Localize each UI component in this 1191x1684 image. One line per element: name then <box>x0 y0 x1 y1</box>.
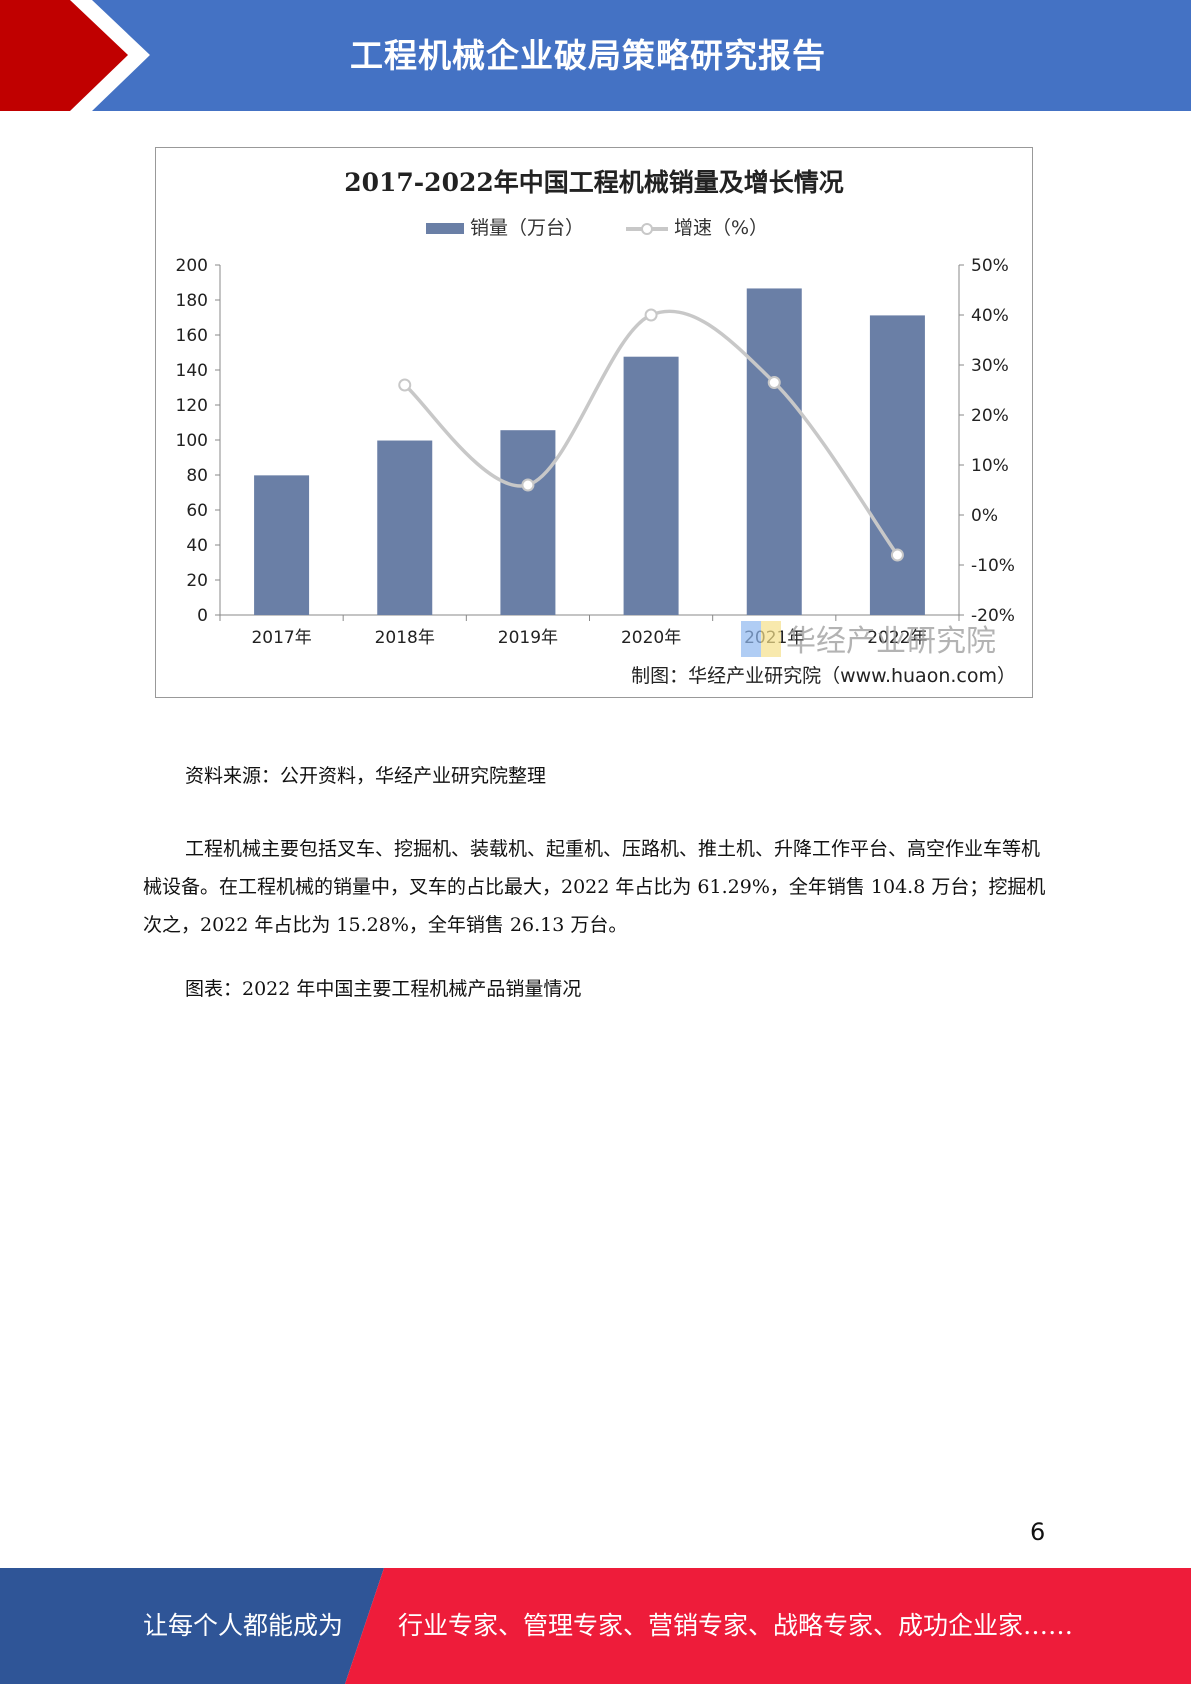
right-tick-label: 0% <box>971 506 998 526</box>
left-tick-label: 100 <box>176 431 208 451</box>
right-tick-label: 40% <box>971 306 1009 326</box>
left-tick-label: 40 <box>186 536 208 556</box>
header-chevron-graphic <box>0 0 150 111</box>
body-paragraph: 工程机械主要包括叉车、挖掘机、装载机、起重机、压路机、推土机、升降工作平台、高空… <box>143 838 1046 936</box>
left-tick-label: 180 <box>176 291 208 311</box>
sales-bar <box>377 440 433 615</box>
right-tick-label: -10% <box>971 556 1015 576</box>
sales-bar <box>869 315 925 615</box>
page-number: 6 <box>1030 1518 1046 1546</box>
right-tick-label: 30% <box>971 356 1009 376</box>
x-tick-label: 2019年 <box>498 628 558 648</box>
legend-line-label: 增速（%） <box>674 217 768 239</box>
legend-bar-swatch <box>426 223 464 234</box>
report-title: 工程机械企业破局策略研究报告 <box>350 36 826 75</box>
growth-point <box>890 548 904 562</box>
right-tick-label: -20% <box>971 606 1015 626</box>
figure-caption: 图表：2022 年中国主要工程机械产品销量情况 <box>185 978 582 1000</box>
footer-slogan-right: 行业专家、管理专家、营销专家、战略专家、成功企业家…… <box>398 1611 1074 1640</box>
sales-chart: 2017-2022年中国工程机械销量及增长情况销量（万台） 增速（%） 0 20 40 6… <box>155 147 1033 698</box>
x-tick-label: 2020年 <box>621 628 681 648</box>
left-tick-label: 80 <box>186 466 208 486</box>
x-tick-label: 2022年 <box>867 628 927 648</box>
sales-bar <box>254 475 310 615</box>
left-tick-label: 200 <box>176 256 208 276</box>
growth-point <box>644 308 658 322</box>
watermark-text: 华经产业研究院 <box>786 624 996 659</box>
left-tick-label: 120 <box>176 396 208 416</box>
watermark-logo-yellow <box>761 621 781 657</box>
x-tick-label: 2017年 <box>251 628 311 648</box>
sales-bar <box>500 430 556 615</box>
right-tick-label: 20% <box>971 406 1009 426</box>
legend-bar-label: 销量（万台） <box>470 217 584 239</box>
page-footer: 让每个人都能成为 行业专家、管理专家、营销专家、战略专家、成功企业家…… <box>0 1568 1191 1684</box>
footer-background <box>0 1568 1191 1684</box>
left-tick-label: 0 <box>197 606 208 626</box>
right-tick-label: 50% <box>971 256 1009 276</box>
sales-bar <box>623 356 679 615</box>
page-header: 工程机械企业破局策略研究报告 <box>0 0 1191 111</box>
right-tick-label: 10% <box>971 456 1009 476</box>
growth-point <box>767 376 781 389</box>
watermark-logo-blue <box>741 621 761 657</box>
source-note: 资料来源：公开资料，华经产业研究院整理 <box>185 765 547 787</box>
growth-point <box>521 478 535 492</box>
left-tick-label: 140 <box>176 361 208 381</box>
left-tick-label: 160 <box>176 326 208 346</box>
legend-line-marker <box>641 223 653 235</box>
sales-bar <box>746 288 802 615</box>
left-tick-label: 60 <box>186 501 208 521</box>
chart-title: 2017-2022年中国工程机械销量及增长情况 <box>344 168 844 197</box>
footer-slogan-left: 让每个人都能成为 <box>143 1611 344 1640</box>
chart-credit: 制图：华经产业研究院（www.huaon.com） <box>631 665 1016 687</box>
x-tick-label: 2018年 <box>375 628 435 648</box>
growth-point <box>398 378 412 392</box>
left-tick-label: 20 <box>186 571 208 591</box>
